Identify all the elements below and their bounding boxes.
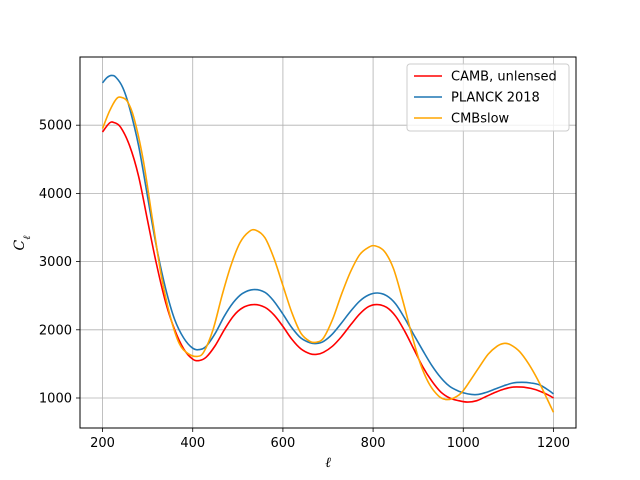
y-tick-label: 3000 xyxy=(39,255,72,270)
x-tick-label: 600 xyxy=(270,436,295,451)
y-axis-label: Cℓ xyxy=(12,236,33,251)
x-axis-ticks: 200 400 600 800 1000 1200 xyxy=(90,428,570,451)
y-tick-label: 1000 xyxy=(39,391,72,406)
x-tick-label: 800 xyxy=(361,436,386,451)
x-tick-label: 1000 xyxy=(447,436,480,451)
y-axis-label-subscript: ℓ xyxy=(22,236,33,240)
x-tick-label: 1200 xyxy=(537,436,570,451)
legend-box xyxy=(406,63,570,132)
y-axis-ticks: 1000 2000 3000 4000 5000 xyxy=(39,119,80,406)
legend-label-camb-unlensed: CAMB, unlensed xyxy=(451,70,557,85)
x-tick-label: 400 xyxy=(180,436,205,451)
series-line-camb-unlensed xyxy=(101,121,554,403)
series-line-planck-2018 xyxy=(101,74,554,396)
x-tick-label: 200 xyxy=(90,436,115,451)
plot-frame xyxy=(79,56,577,429)
y-tick-label: 5000 xyxy=(39,119,72,134)
y-tick-label: 2000 xyxy=(39,323,72,338)
legend-label-planck-2018: PLANCK 2018 xyxy=(451,91,540,106)
legend-label-cmbslow: CMBslow xyxy=(451,112,510,127)
y-tick-label: 4000 xyxy=(39,187,72,202)
series-line-cmbslow xyxy=(101,96,555,413)
series-lines xyxy=(101,74,555,413)
legend: CAMB, unlensed PLANCK 2018 CMBslow xyxy=(406,63,570,132)
x-axis-label: ℓ xyxy=(325,455,331,471)
